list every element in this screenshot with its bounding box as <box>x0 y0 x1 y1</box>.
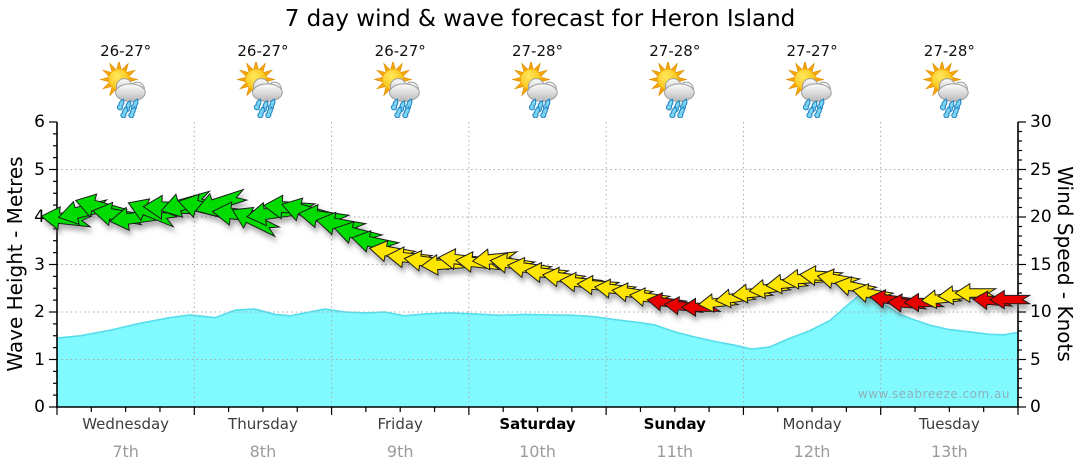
temperature-label: 26-27° <box>374 42 426 60</box>
sun-cloud-rain-icon <box>647 62 703 118</box>
day-date-label: 8th <box>249 442 277 461</box>
temperature-label: 27-27° <box>786 42 838 60</box>
sun-cloud-rain-icon <box>235 62 291 118</box>
day-date-label: 11th <box>656 442 694 461</box>
day-date-label: 12th <box>793 442 831 461</box>
wind-arrows <box>40 188 1032 318</box>
temperature-label: 27-28° <box>923 42 975 60</box>
wind-arrow-yellow <box>954 282 998 304</box>
left-axis-title: Wave Height - Metres <box>3 156 27 372</box>
left-axis-tick-label: 4 <box>34 207 45 227</box>
right-axis-tick-label: 25 <box>1030 159 1052 180</box>
wave-height-area <box>56 295 1019 407</box>
wind-arrow-red <box>989 289 1032 310</box>
day-name-label: Friday <box>377 415 423 433</box>
right-axis-tick-label: 15 <box>1030 254 1052 275</box>
sun-cloud-rain-icon <box>98 62 154 118</box>
left-axis-tick-label: 3 <box>34 254 45 275</box>
sun-cloud-rain-icon <box>784 62 840 118</box>
right-axis-title: Wind Speed - Knots <box>1053 166 1077 362</box>
day-name-label: Thursday <box>228 415 298 433</box>
watermark: www.seabreeze.com.au <box>857 387 1010 401</box>
wind-arrow-green <box>231 206 282 238</box>
sun-cloud-rain-icon <box>510 62 566 118</box>
left-axis-tick-label: 2 <box>34 302 45 322</box>
right-axis-tick-label: 30 <box>1030 112 1052 132</box>
left-axis-tick-label: 5 <box>34 159 45 180</box>
right-axis-tick-label: 5 <box>1030 349 1041 370</box>
left-axis-tick-label: 0 <box>34 397 45 417</box>
left-axis-tick-label: 1 <box>34 349 45 370</box>
temperature-label: 26-27° <box>100 42 152 60</box>
day-date-label: 13th <box>930 442 968 461</box>
day-date-label: 9th <box>386 442 414 461</box>
temperature-label: 27-28° <box>511 42 564 60</box>
sun-cloud-rain-icon <box>372 62 428 118</box>
day-name-label: Tuesday <box>918 415 980 433</box>
day-name-label: Monday <box>782 415 842 433</box>
day-name-label: Saturday <box>499 415 576 433</box>
right-axis-tick-label: 0 <box>1030 397 1041 417</box>
day-name-label: Wednesday <box>82 415 170 433</box>
temperature-label: 27-28° <box>649 42 701 60</box>
chart-title: 7 day wind & wave forecast for Heron Isl… <box>284 6 796 32</box>
temperature-label: 26-27° <box>237 42 289 60</box>
day-date-label: 7th <box>112 442 139 461</box>
day-date-label: 10th <box>519 442 556 461</box>
sun-cloud-rain-icon <box>921 62 977 118</box>
right-axis-tick-label: 20 <box>1030 207 1052 227</box>
left-axis-tick-label: 6 <box>34 112 45 132</box>
day-name-label: Sunday <box>643 415 706 433</box>
right-axis-tick-label: 10 <box>1030 302 1052 322</box>
